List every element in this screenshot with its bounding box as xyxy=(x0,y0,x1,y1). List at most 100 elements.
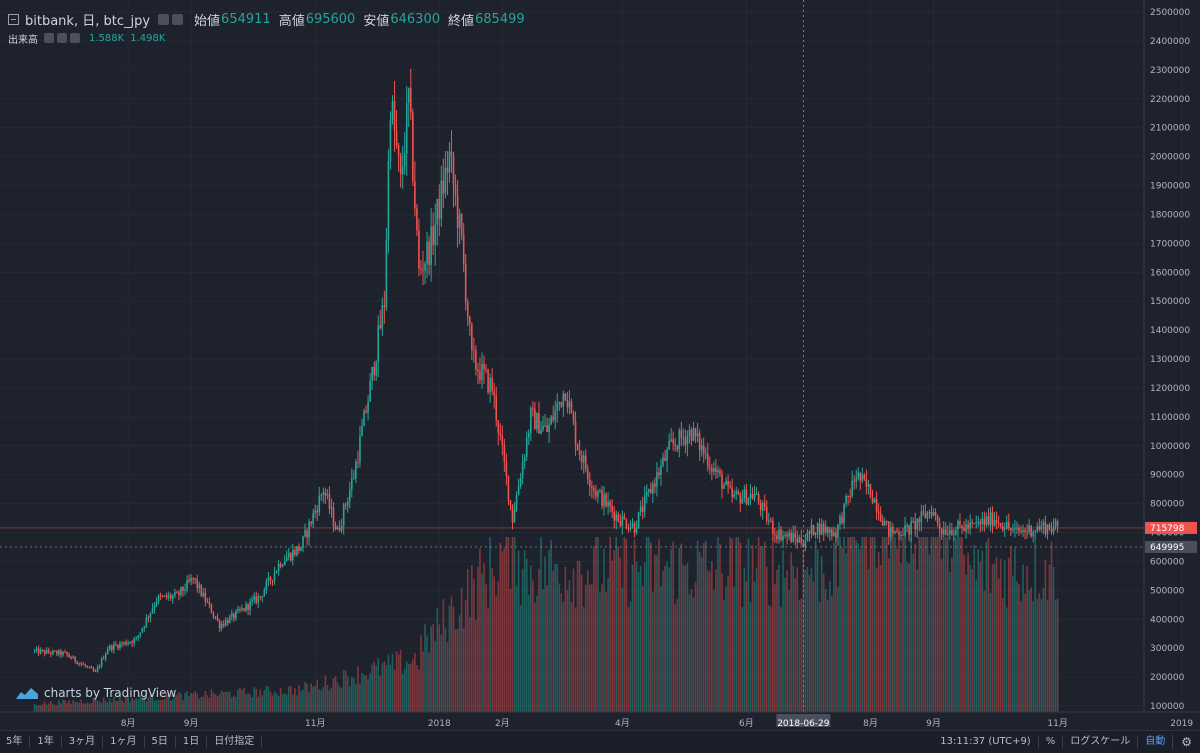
volume-bar xyxy=(731,538,733,712)
settings-icon[interactable] xyxy=(57,33,67,43)
candle-body xyxy=(440,180,443,219)
volume-bar xyxy=(52,703,54,712)
candle-body xyxy=(129,642,131,644)
candle-body xyxy=(1048,524,1051,529)
range-5y-button[interactable]: 5年 xyxy=(0,736,31,748)
candle-body xyxy=(66,651,68,655)
chart-legend: bitbank, 日, btc_jpy 始値 654911 高値 695600 安値… xyxy=(8,8,525,46)
candle-body xyxy=(125,642,127,645)
volume-bar xyxy=(936,537,939,712)
volume-bar xyxy=(735,537,738,712)
volume-bar xyxy=(139,694,142,712)
candle-body xyxy=(458,214,461,228)
volume-bar xyxy=(104,700,107,712)
volume-bar xyxy=(946,537,949,712)
candle-body xyxy=(946,533,949,535)
range-5d-button[interactable]: 5日 xyxy=(145,736,176,748)
candle-body xyxy=(346,501,349,506)
time-tick-label: 8月 xyxy=(121,718,136,729)
volume-bar xyxy=(58,700,60,712)
range-1y-button[interactable]: 1年 xyxy=(30,736,62,748)
candle-body xyxy=(82,664,85,666)
volume-bar xyxy=(452,606,455,712)
volume-bar xyxy=(1034,537,1037,712)
candle-body xyxy=(588,479,591,487)
candle-body xyxy=(239,609,241,611)
volume-bar xyxy=(497,581,500,712)
volume-bar xyxy=(143,697,146,712)
range-1m-button[interactable]: 1ヶ月 xyxy=(103,736,145,748)
candle-body xyxy=(820,524,823,535)
volume-bar xyxy=(826,599,829,712)
volume-bar xyxy=(82,703,85,712)
volume-bar xyxy=(466,568,469,712)
volume-bar xyxy=(357,666,359,712)
volume-bar xyxy=(715,569,717,712)
auto-scale-button[interactable]: 自動 xyxy=(1137,736,1172,748)
volume-bar xyxy=(757,537,760,712)
volume-bar xyxy=(979,561,982,712)
candle-body xyxy=(338,527,341,531)
candle-body xyxy=(473,349,475,351)
price-tick-label: 1700000 xyxy=(1150,239,1190,249)
volume-bar xyxy=(163,698,166,712)
volume-bar xyxy=(570,602,573,712)
price-tick-label: 800000 xyxy=(1150,500,1185,510)
range-3m-button[interactable]: 3ヶ月 xyxy=(62,736,104,748)
eye-icon[interactable] xyxy=(44,33,54,43)
volume-bar xyxy=(629,601,632,712)
volume-bar xyxy=(786,570,788,712)
candle-body xyxy=(485,369,487,371)
candle-body xyxy=(424,263,426,271)
volume-bar xyxy=(676,599,679,712)
tradingview-watermark[interactable]: charts by TradingView xyxy=(16,686,176,700)
volume-bar xyxy=(330,687,333,712)
candle-body xyxy=(208,601,211,605)
candle-body xyxy=(39,649,42,654)
candle-body xyxy=(285,557,288,562)
volume-bar xyxy=(767,605,770,712)
range-1d-button[interactable]: 1日 xyxy=(176,736,208,748)
volume-bar xyxy=(930,537,933,712)
volume-bar xyxy=(277,695,280,712)
settings-icon[interactable] xyxy=(158,13,170,25)
volume-bar xyxy=(525,558,528,712)
candle-body xyxy=(351,478,353,490)
volume-bar xyxy=(178,692,180,712)
volume-bar xyxy=(517,550,520,712)
candle-body xyxy=(72,656,74,659)
volume-bar xyxy=(881,537,884,712)
candle-body xyxy=(717,470,719,473)
candle-body xyxy=(145,617,148,627)
volume-bar xyxy=(778,564,780,712)
candle-body xyxy=(851,480,853,497)
collapse-icon[interactable] xyxy=(8,13,19,25)
gear-icon[interactable]: ⚙ xyxy=(1172,735,1200,749)
candle-body xyxy=(831,529,833,536)
log-scale-button[interactable]: ログスケール xyxy=(1062,736,1137,748)
volume-bar xyxy=(831,596,833,712)
candle-body xyxy=(108,645,111,650)
candle-body xyxy=(64,651,66,653)
candle-body xyxy=(991,512,994,527)
candle-body xyxy=(47,650,50,653)
volume-bar xyxy=(763,541,766,712)
volume-bar xyxy=(379,675,382,712)
volume-bar xyxy=(664,565,666,712)
candle-body xyxy=(224,620,227,626)
volume-bar xyxy=(436,608,439,712)
candle-body xyxy=(1054,521,1057,527)
close-icon[interactable] xyxy=(70,33,80,43)
volume-bar xyxy=(914,543,917,712)
candle-body xyxy=(188,580,190,582)
volume-bar xyxy=(540,537,542,712)
goto-date-button[interactable]: 日付指定 xyxy=(207,736,263,748)
volume-bar xyxy=(645,537,648,712)
percent-scale-button[interactable]: % xyxy=(1037,736,1063,748)
volume-bar xyxy=(283,693,286,712)
more-icon[interactable] xyxy=(172,13,184,25)
last-price-label: 715798 xyxy=(1150,524,1185,534)
candle-body xyxy=(973,523,976,525)
candle-body xyxy=(318,495,321,513)
